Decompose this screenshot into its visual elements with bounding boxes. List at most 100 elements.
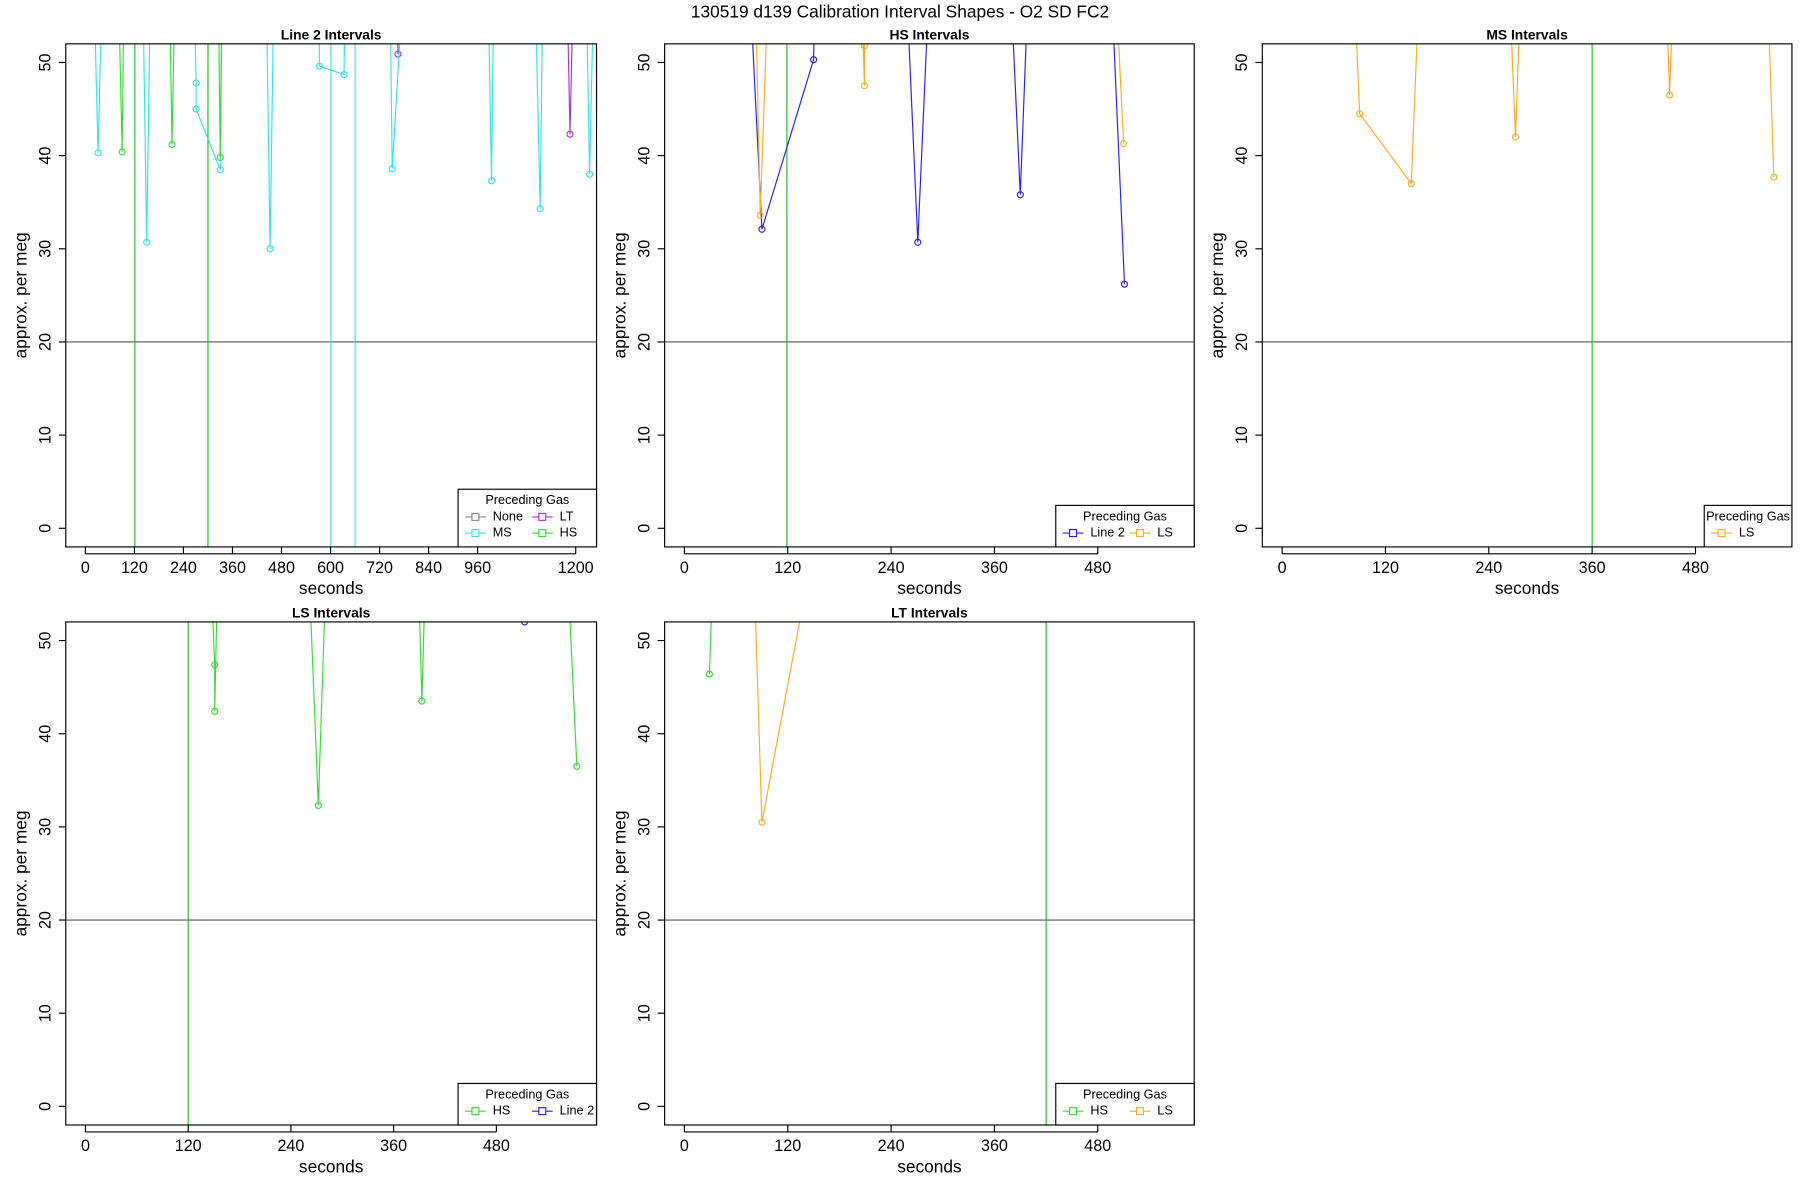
data-point xyxy=(94,149,102,157)
series-line xyxy=(212,621,218,712)
y-tick-label: 30 xyxy=(1233,240,1251,258)
x-axis-label: seconds xyxy=(897,1156,962,1176)
legend: Preceding Gas None LT MS HS xyxy=(457,488,598,548)
x-tick-label: 240 xyxy=(277,1137,304,1155)
y-tick-label: 0 xyxy=(635,1102,653,1111)
data-point xyxy=(1511,133,1520,141)
y-tick-label: 40 xyxy=(635,147,653,165)
series-line xyxy=(310,621,325,806)
series-line xyxy=(569,621,578,767)
x-tick-label: 360 xyxy=(981,559,1008,577)
plot-area xyxy=(664,621,1195,1125)
data-point xyxy=(487,177,496,185)
y-tick-label: 50 xyxy=(635,632,653,650)
x-tick-label: 600 xyxy=(317,559,344,577)
x-tick-label: 0 xyxy=(81,1137,90,1155)
data-point xyxy=(536,205,544,213)
y-tick-label: 30 xyxy=(635,818,653,836)
legend: Preceding Gas HS LS xyxy=(1055,1082,1195,1126)
data-point xyxy=(1120,280,1129,288)
legend-box xyxy=(457,488,598,548)
y-tick-label: 40 xyxy=(1233,147,1251,165)
legend-swatch xyxy=(471,1107,480,1116)
series-line xyxy=(1667,43,1672,96)
x-axis-label: seconds xyxy=(299,578,364,598)
x-tick-label: 480 xyxy=(1084,1137,1111,1155)
plot-area xyxy=(65,621,597,1125)
y-tick-label: 0 xyxy=(635,524,653,533)
x-axis-label: seconds xyxy=(1495,578,1560,598)
y-tick-label: 0 xyxy=(36,1102,54,1111)
series-line xyxy=(756,43,767,216)
y-tick-label: 20 xyxy=(36,333,54,351)
data-point xyxy=(216,153,224,162)
legend-swatch xyxy=(1135,529,1145,538)
x-tick-label: 240 xyxy=(878,1137,905,1155)
plot-area xyxy=(1262,43,1792,547)
legend-swatch xyxy=(1069,1107,1078,1116)
y-axis-label: approx. per meg xyxy=(609,810,629,936)
x-tick-label: 840 xyxy=(415,559,442,577)
y-tick-label: 40 xyxy=(36,147,54,165)
x-tick-label: 0 xyxy=(680,559,689,577)
legend-swatch xyxy=(471,512,480,521)
legend-swatch xyxy=(471,529,480,538)
legend-swatch xyxy=(538,512,547,521)
series-line xyxy=(1012,43,1027,195)
legend-box xyxy=(1055,504,1195,548)
legend-swatch xyxy=(1069,529,1078,538)
series-line xyxy=(318,43,345,76)
series-line xyxy=(755,621,801,823)
data-point xyxy=(914,238,922,246)
data-point xyxy=(118,148,126,156)
x-tick-label: 120 xyxy=(1372,559,1399,577)
series-line xyxy=(419,621,425,702)
x-axis-label: seconds xyxy=(299,1156,364,1176)
series-line xyxy=(862,43,866,86)
series-line xyxy=(218,43,223,158)
y-tick-label: 20 xyxy=(36,911,54,929)
data-point xyxy=(143,238,151,246)
data-point xyxy=(211,661,219,669)
data-point xyxy=(418,697,426,705)
data-point xyxy=(1120,139,1128,148)
legend-label: LS xyxy=(1157,1104,1173,1118)
legend: Preceding Gas Line 2 LS xyxy=(1055,504,1195,548)
x-tick-label: 360 xyxy=(981,1137,1008,1155)
data-point xyxy=(573,762,581,770)
series-line xyxy=(488,43,494,181)
x-tick-label: 960 xyxy=(464,559,491,577)
plot-frame xyxy=(65,43,598,548)
legend-label: MS xyxy=(493,525,512,539)
y-tick-label: 50 xyxy=(36,632,54,650)
y-tick-label: 40 xyxy=(36,725,54,743)
series-line xyxy=(119,43,124,152)
panel: HS Intervals 0 120 240 360 480 0 10 20 30 40 50 seco… xyxy=(609,26,1195,598)
panel-title: LS Intervals xyxy=(292,605,371,621)
plot-area xyxy=(664,43,1195,547)
data-point xyxy=(758,225,766,233)
data-point xyxy=(566,130,574,138)
data-point xyxy=(192,105,200,113)
data-point xyxy=(586,170,594,178)
panel: MS Intervals 0 120 240 360 480 0 10 20 30 40 50 seco… xyxy=(1207,26,1793,598)
panel: LT Intervals 0 120 240 360 480 0 10 20 30 40 50 seco… xyxy=(609,605,1195,1176)
legend: Preceding Gas LS xyxy=(1703,504,1793,548)
data-point xyxy=(216,166,224,174)
y-tick-label: 10 xyxy=(635,426,653,444)
x-tick-label: 120 xyxy=(121,559,148,577)
plot-frame xyxy=(664,43,1195,548)
y-tick-label: 0 xyxy=(36,524,54,533)
legend-swatch xyxy=(1135,1107,1145,1116)
series-line xyxy=(908,43,928,243)
legend-title: Preceding Gas xyxy=(1083,509,1167,523)
panel: LS Intervals 0 120 240 360 480 0 10 20 30 40 50 seco… xyxy=(10,605,598,1176)
x-tick-label: 0 xyxy=(81,559,90,577)
page-title: 130519 d139 Calibration Interval Shapes … xyxy=(691,1,1109,21)
panel-title: LT Intervals xyxy=(891,605,968,621)
x-tick-label: 240 xyxy=(1475,559,1502,577)
series-line xyxy=(586,43,594,175)
y-tick-label: 20 xyxy=(635,911,653,929)
data-point xyxy=(705,670,713,678)
